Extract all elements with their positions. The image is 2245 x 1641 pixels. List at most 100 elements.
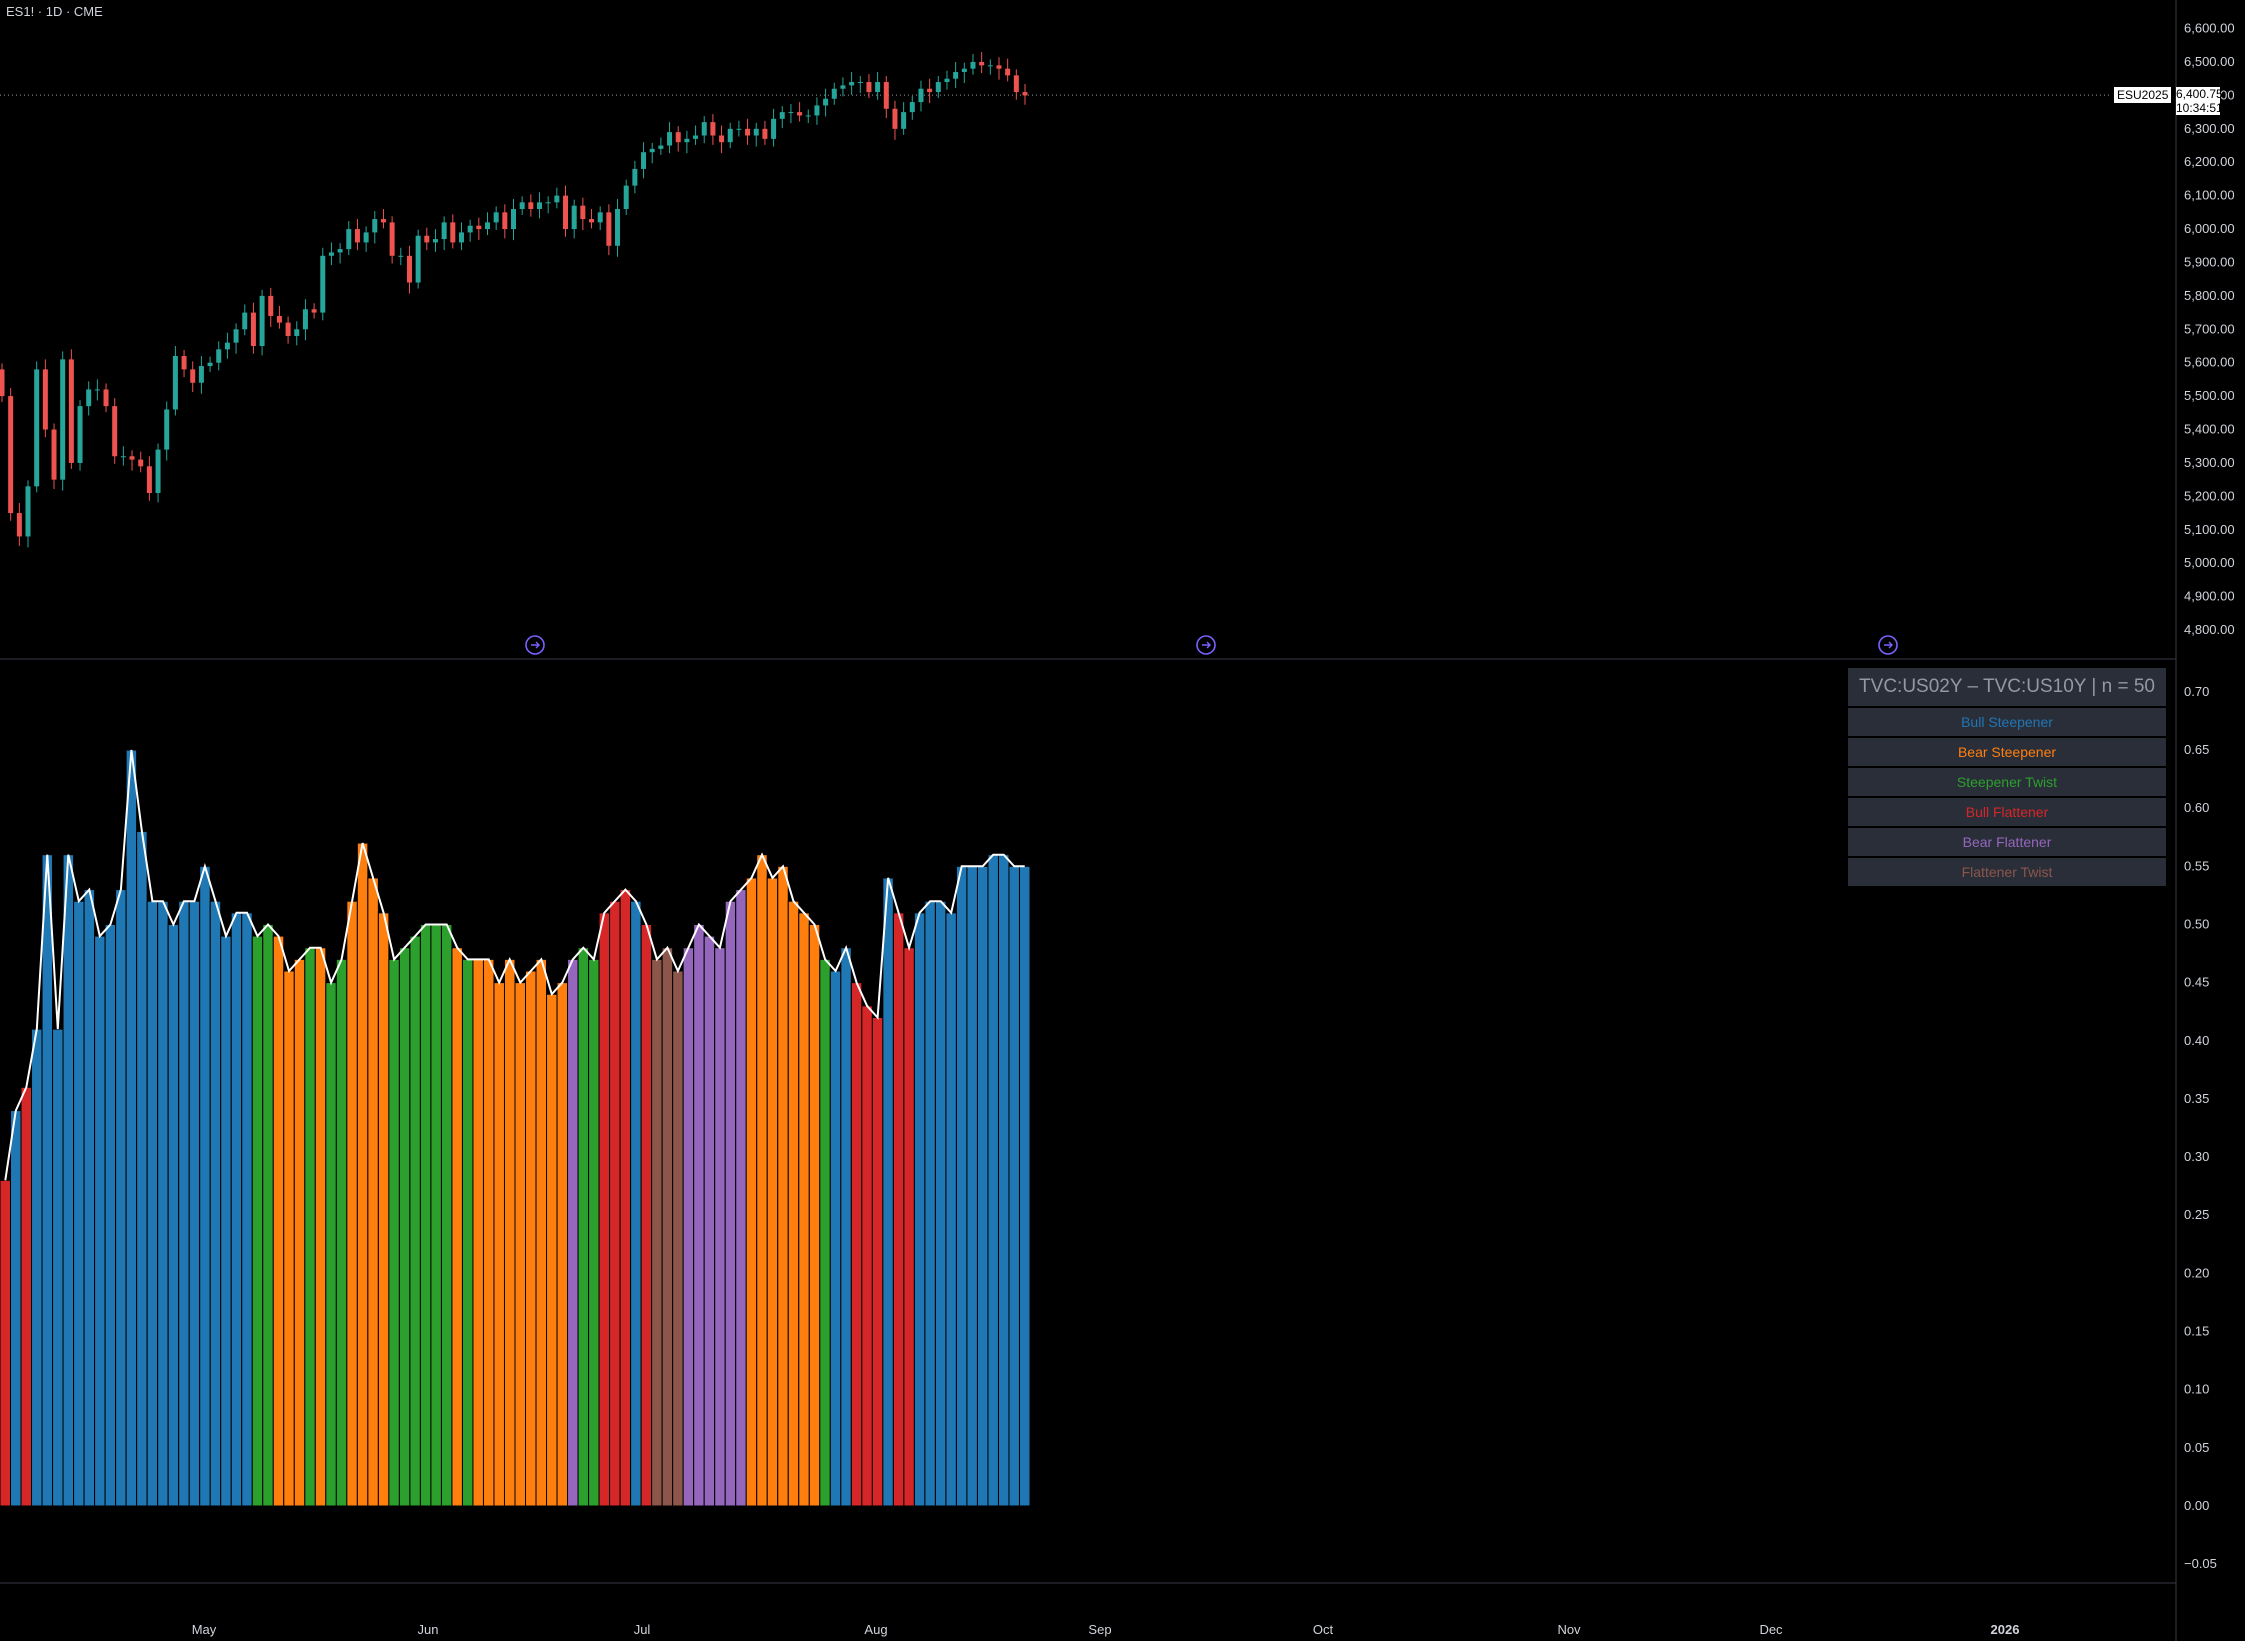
candle-body	[779, 112, 785, 119]
candle-body	[60, 359, 66, 480]
indicator-axis-tick: 0.65	[2184, 742, 2209, 757]
candle-body	[285, 322, 291, 336]
candle-body	[883, 82, 889, 109]
indicator-axis-tick: 0.30	[2184, 1149, 2209, 1164]
candle-body	[849, 82, 855, 86]
indicator-bar	[419, 923, 432, 1507]
candle-body	[537, 202, 543, 210]
indicator-bar	[472, 958, 484, 1507]
indicator-bar	[819, 958, 831, 1507]
indicator-bar	[262, 923, 274, 1507]
candle-body	[961, 68, 967, 73]
indicator-axis-tick: 0.55	[2184, 858, 2209, 873]
price-axis-tick: 6,600.00	[2184, 21, 2235, 36]
indicator-bar	[62, 854, 75, 1507]
candle-body	[1005, 68, 1011, 76]
candle-body	[16, 513, 22, 537]
candle-body	[441, 222, 447, 240]
legend-item-bull-flattener: Bull Flattener	[1848, 798, 2166, 826]
indicator-bar	[157, 900, 169, 1507]
indicator-axis-tick: 0.00	[2184, 1498, 2209, 1513]
candle-body	[511, 209, 516, 230]
candle-body	[380, 219, 386, 223]
candle-body	[224, 342, 230, 350]
candle-body	[259, 295, 265, 346]
candle-body	[363, 232, 369, 243]
candle-body	[797, 112, 803, 116]
indicator-bar	[829, 970, 842, 1507]
legend-item-bull-steepener: Bull Steepener	[1848, 708, 2166, 736]
indicator-bar	[735, 889, 747, 1507]
legend-title: TVC:US02Y – TVC:US10Y | n = 50	[1848, 668, 2166, 706]
candle-body	[86, 389, 92, 407]
indicator-bar	[451, 947, 463, 1507]
indicator-bar	[556, 982, 569, 1507]
candle-body	[745, 128, 751, 136]
indicator-bar	[714, 947, 726, 1507]
candle-body	[641, 152, 647, 169]
indicator-axis-tick: 0.60	[2184, 800, 2209, 815]
candle-body	[0, 369, 5, 397]
indicator-bar	[1018, 865, 1031, 1507]
candle-body	[736, 128, 742, 130]
candle-body	[857, 82, 863, 84]
indicator-axis-tick: −0.05	[2184, 1556, 2217, 1571]
indicator-bar	[640, 923, 653, 1507]
candle-body	[753, 128, 759, 136]
candle-body	[320, 255, 326, 313]
indicator-bar	[440, 923, 453, 1507]
legend-item-bear-flattener: Bear Flattener	[1848, 828, 2166, 856]
candle-body	[979, 62, 985, 66]
candle-body	[762, 128, 768, 139]
indicator-bar	[850, 982, 863, 1507]
indicator-bar	[0, 1179, 12, 1507]
candle-body	[554, 195, 560, 203]
candle-body	[710, 122, 716, 136]
candle-body	[675, 132, 681, 143]
indicator-bar	[188, 900, 201, 1507]
candle-body	[8, 396, 14, 514]
indicator-bar	[409, 935, 421, 1507]
candle-body	[528, 202, 534, 210]
candle-body	[667, 132, 673, 146]
candle-body	[51, 429, 57, 480]
indicator-bar	[672, 970, 684, 1507]
indicator-bar	[377, 912, 390, 1507]
indicator-bar	[987, 854, 999, 1507]
indicator-bar	[20, 1086, 33, 1507]
indicator-bar	[304, 947, 316, 1507]
indicator-bar	[125, 749, 138, 1507]
candle-body	[415, 235, 421, 283]
candle-body	[615, 209, 621, 246]
indicator-bar	[934, 900, 947, 1507]
candle-body	[519, 202, 525, 210]
indicator-bar	[787, 900, 800, 1507]
candle-body	[424, 235, 430, 243]
indicator-bar	[966, 865, 978, 1507]
price-axis-tick: 6,200.00	[2184, 154, 2235, 169]
candle-body	[701, 122, 707, 136]
candle-body	[372, 219, 378, 233]
indicator-bar	[577, 947, 590, 1507]
candle-body	[138, 459, 144, 467]
candle-body	[918, 88, 924, 103]
indicator-bar	[73, 900, 85, 1507]
candle-body	[398, 255, 404, 257]
indicator-bar	[619, 889, 632, 1507]
indicator-bar	[356, 842, 369, 1507]
price-symbol-tag: ESU2025	[2114, 87, 2172, 104]
candle-body	[927, 88, 933, 93]
indicator-bar	[283, 970, 295, 1507]
indicator-bar	[314, 947, 327, 1507]
price-axis-tick: 5,600.00	[2184, 355, 2235, 370]
indicator-axis-tick: 0.25	[2184, 1207, 2209, 1222]
candle-body	[302, 309, 308, 330]
indicator-bar	[630, 900, 642, 1507]
indicator-bar	[115, 889, 127, 1507]
indicator-bar	[997, 854, 1010, 1507]
indicator-bar	[94, 935, 106, 1507]
indicator-bar	[903, 947, 915, 1507]
indicator-axis-tick: 0.05	[2184, 1440, 2209, 1455]
candle-body	[432, 239, 438, 243]
